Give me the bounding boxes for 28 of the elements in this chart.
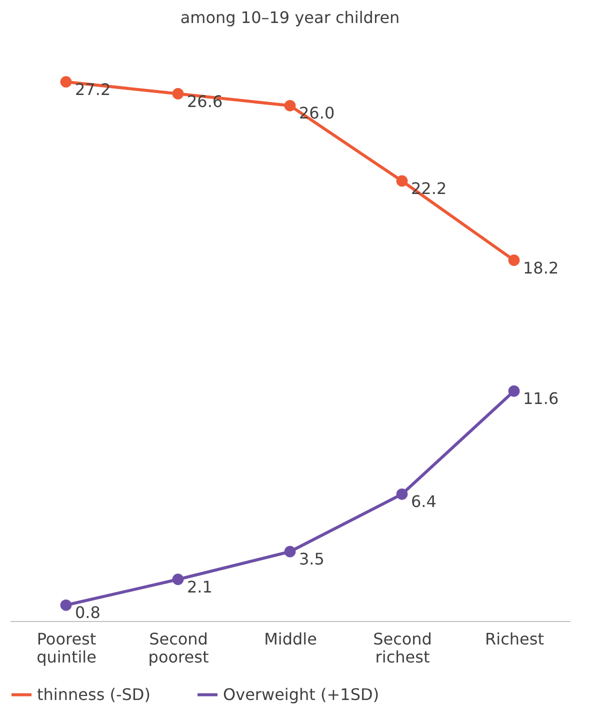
x-tick-label: Richest [485, 630, 544, 648]
data-label: 26.6 [187, 92, 223, 111]
x-tick-label: Middle [264, 630, 317, 648]
point [172, 88, 184, 100]
legend-label: thinness (-SD) [37, 684, 150, 704]
data-label: 6.4 [411, 492, 436, 512]
x-tick-label: Second richest [373, 630, 432, 666]
data-label: 18.2 [523, 258, 559, 278]
data-label: 2.1 [187, 577, 212, 596]
point [284, 546, 296, 558]
data-label: 11.6 [523, 389, 559, 408]
point [60, 599, 72, 611]
legend-label: Overweight (+1SD) [223, 684, 380, 704]
point [284, 100, 296, 112]
chart-title: among 10–19 year children [180, 8, 400, 27]
data-label: 0.8 [75, 603, 100, 622]
x-tick-label: Poorest quintile [36, 630, 96, 666]
point [60, 76, 72, 88]
point [172, 574, 184, 586]
data-label: 22.2 [411, 178, 447, 198]
data-label: 26.0 [299, 104, 335, 123]
data-label: 27.2 [75, 80, 111, 99]
point [508, 385, 520, 397]
data-label: 3.5 [299, 550, 324, 569]
point [396, 488, 408, 500]
x-tick-label: Second poorest [148, 630, 209, 666]
point [508, 254, 520, 266]
point [396, 175, 408, 187]
